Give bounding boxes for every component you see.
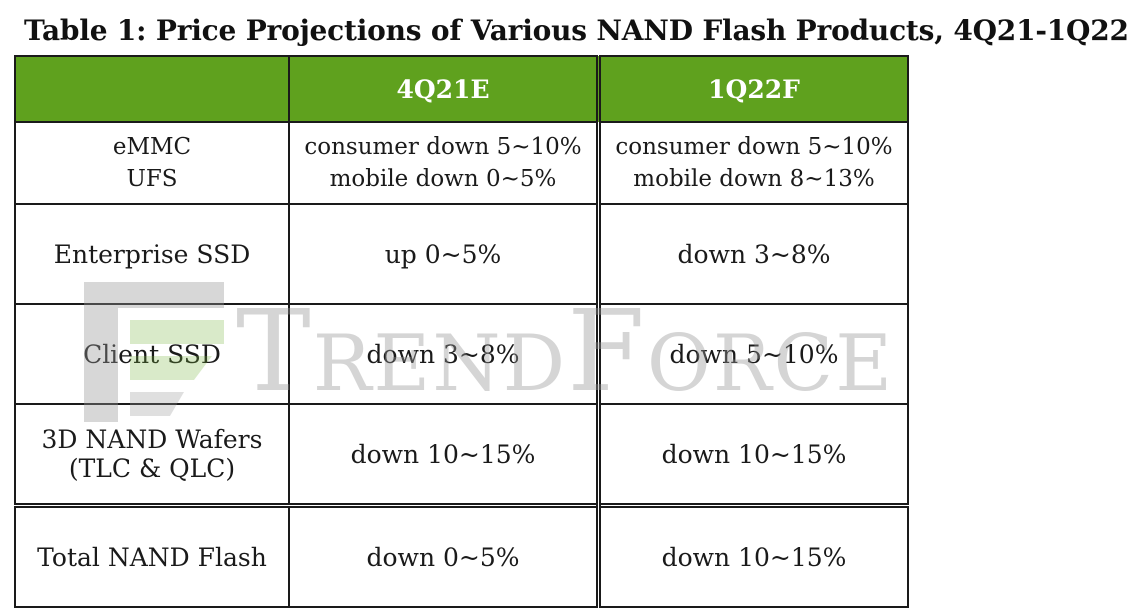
cell-4q21e: consumer down 5~10% mobile down 0~5% — [288, 121, 600, 205]
cell-line: mobile down 0~5% — [329, 166, 557, 192]
cell-4q21e: up 0~5% — [288, 203, 600, 305]
cell-1q22f: down 3~8% — [596, 203, 909, 305]
header-cell-4q21e: 4Q21E — [288, 55, 600, 123]
table-title: Table 1: Price Projections of Various NA… — [24, 14, 1129, 47]
cell-4q21e: down 0~5% — [288, 503, 600, 608]
cell-4q21e: down 3~8% — [288, 303, 600, 405]
cell-line: consumer down 5~10% — [304, 134, 582, 160]
row-label-client-ssd: Client SSD — [14, 303, 290, 405]
price-projection-table: 4Q21E 1Q22F eMMC UFS consumer down 5~10%… — [14, 55, 909, 608]
row-label-enterprise-ssd: Enterprise SSD — [14, 203, 290, 305]
cell-1q22f: down 10~15% — [596, 503, 909, 608]
cell-1q22f: down 5~10% — [596, 303, 909, 405]
table-row: Client SSD down 3~8% down 5~10% — [14, 303, 909, 405]
row-label-line: 3D NAND Wafers — [41, 425, 263, 454]
cell-4q21e: down 10~15% — [288, 403, 600, 507]
cell-line: consumer down 5~10% — [615, 134, 893, 160]
cell-1q22f: down 10~15% — [596, 403, 909, 507]
row-label-line: (TLC & QLC) — [68, 454, 236, 483]
table-row: Enterprise SSD up 0~5% down 3~8% — [14, 203, 909, 305]
header-cell-product — [14, 55, 290, 123]
table-row: 3D NAND Wafers (TLC & QLC) down 10~15% d… — [14, 403, 909, 507]
table-row: eMMC UFS consumer down 5~10% mobile down… — [14, 121, 909, 205]
row-label-emmc-ufs: eMMC UFS — [14, 121, 290, 205]
cell-line: mobile down 8~13% — [633, 166, 875, 192]
row-label-line: UFS — [126, 166, 178, 192]
row-label-3d-nand-wafers: 3D NAND Wafers (TLC & QLC) — [14, 403, 290, 507]
table-header-row: 4Q21E 1Q22F — [14, 55, 909, 123]
header-cell-1q22f: 1Q22F — [596, 55, 909, 123]
row-label-line: eMMC — [112, 134, 192, 160]
table-row: Total NAND Flash down 0~5% down 10~15% — [14, 503, 909, 608]
row-label-total-nand-flash: Total NAND Flash — [14, 503, 290, 608]
cell-1q22f: consumer down 5~10% mobile down 8~13% — [596, 121, 909, 205]
